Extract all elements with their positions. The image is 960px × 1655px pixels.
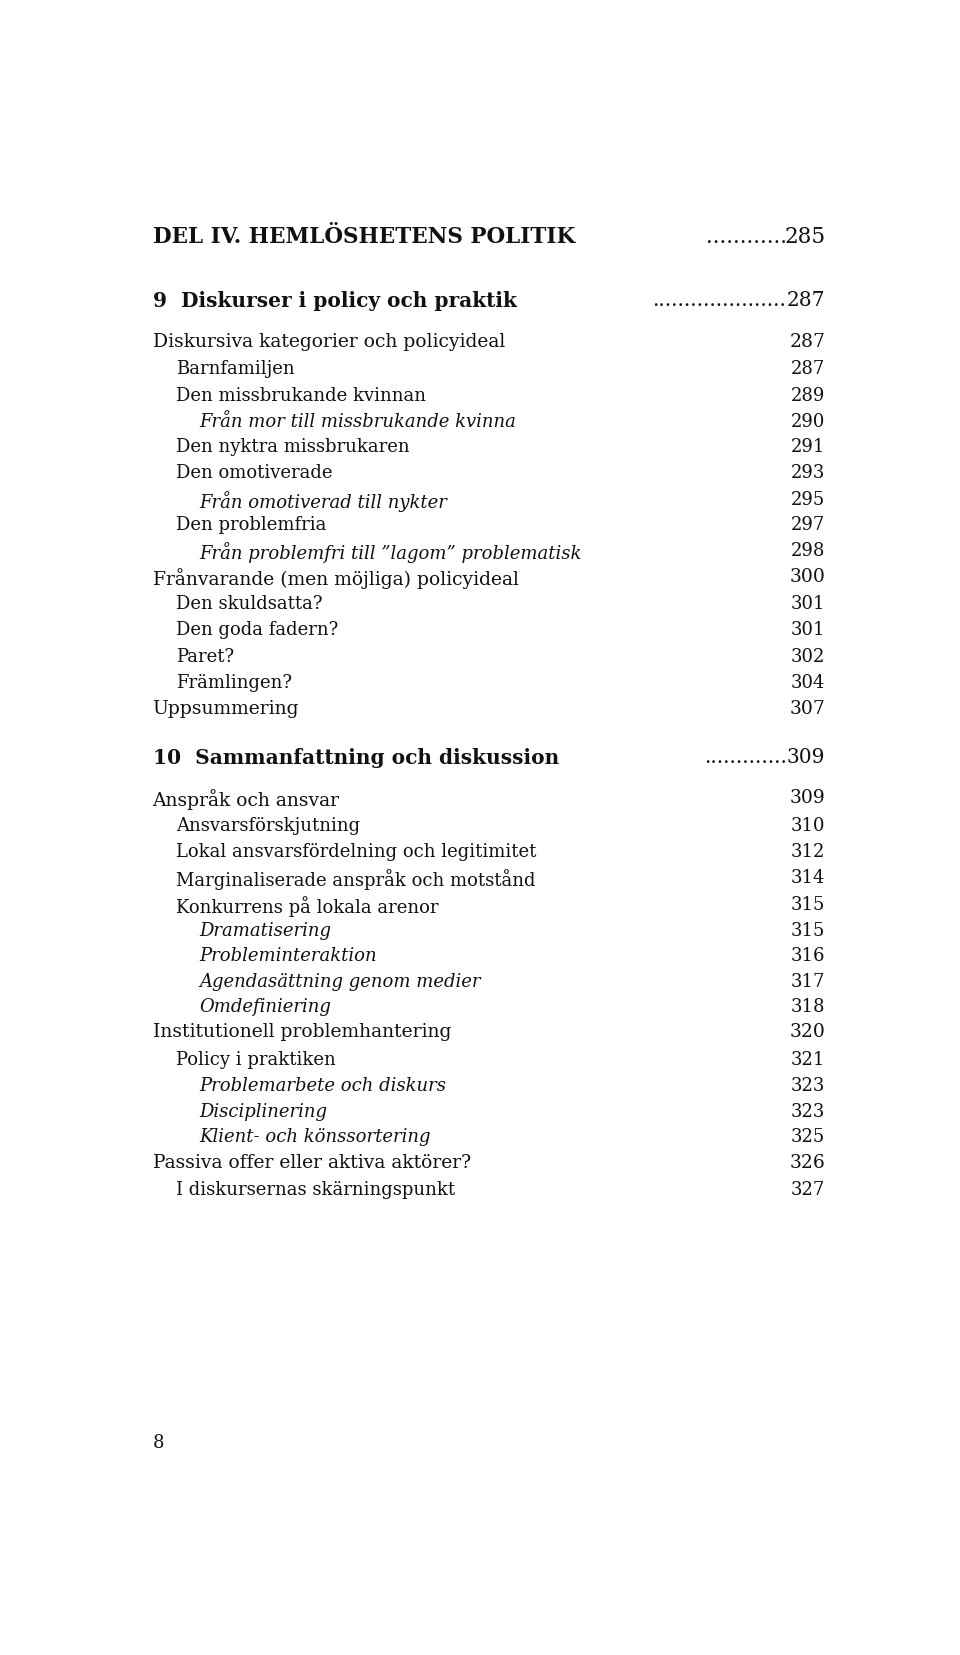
Text: Marginaliserade anspråk och motstånd: Marginaliserade anspråk och motstånd (176, 869, 536, 890)
Text: 327: 327 (791, 1180, 826, 1198)
Text: Problemarbete och diskurs: Problemarbete och diskurs (199, 1077, 446, 1094)
Text: 290: 290 (791, 412, 826, 430)
Text: Dramatisering: Dramatisering (199, 922, 331, 938)
Text: .....................: ..................... (653, 291, 786, 309)
Text: Från omotiverad till nykter: Från omotiverad till nykter (199, 490, 447, 511)
Text: 287: 287 (787, 291, 826, 309)
Text: 295: 295 (791, 490, 826, 508)
Text: DEL IV. HEMLÖSHETENS POLITIK: DEL IV. HEMLÖSHETENS POLITIK (153, 227, 575, 248)
Text: I diskursernas skärningspunkt: I diskursernas skärningspunkt (176, 1180, 455, 1198)
Text: 302: 302 (791, 647, 826, 665)
Text: Den goda fadern?: Den goda fadern? (176, 621, 338, 639)
Text: 287: 287 (789, 333, 826, 351)
Text: 312: 312 (791, 842, 826, 861)
Text: 323: 323 (791, 1077, 826, 1094)
Text: 320: 320 (789, 1023, 826, 1041)
Text: 300: 300 (789, 568, 826, 586)
Text: Anspråk och ansvar: Anspråk och ansvar (153, 789, 340, 809)
Text: Främlingen?: Främlingen? (176, 674, 292, 692)
Text: 297: 297 (791, 516, 826, 533)
Text: Klient- och könssortering: Klient- och könssortering (199, 1127, 430, 1145)
Text: 317: 317 (791, 971, 826, 990)
Text: 289: 289 (791, 386, 826, 404)
Text: Konkurrens på lokala arenor: Konkurrens på lokala arenor (176, 895, 439, 915)
Text: Lokal ansvarsfördelning och legitimitet: Lokal ansvarsfördelning och legitimitet (176, 842, 537, 861)
Text: 8: 8 (153, 1433, 164, 1451)
Text: Den missbrukande kvinnan: Den missbrukande kvinnan (176, 386, 426, 404)
Text: 309: 309 (789, 789, 826, 808)
Text: Omdefiniering: Omdefiniering (199, 998, 331, 1016)
Text: Från problemfri till ”lagom” problematisk: Från problemfri till ”lagom” problematis… (199, 541, 582, 563)
Text: 304: 304 (791, 674, 826, 692)
Text: 287: 287 (791, 361, 826, 379)
Text: 323: 323 (791, 1102, 826, 1120)
Text: Institutionell problemhantering: Institutionell problemhantering (153, 1023, 451, 1041)
Text: 9  Diskurser i policy och praktik: 9 Diskurser i policy och praktik (153, 291, 516, 311)
Text: Agendasättning genom medier: Agendasättning genom medier (199, 971, 481, 990)
Text: 293: 293 (791, 463, 826, 482)
Text: Disciplinering: Disciplinering (199, 1102, 327, 1120)
Text: Den omotiverade: Den omotiverade (176, 463, 332, 482)
Text: Policy i praktiken: Policy i praktiken (176, 1051, 336, 1069)
Text: 326: 326 (789, 1154, 826, 1170)
Text: 314: 314 (791, 869, 826, 887)
Text: Uppsummering: Uppsummering (153, 700, 300, 718)
Text: Den problemfria: Den problemfria (176, 516, 326, 533)
Text: Ansvarsförskjutning: Ansvarsförskjutning (176, 816, 360, 834)
Text: .............: ............. (704, 748, 786, 766)
Text: 315: 315 (791, 895, 826, 914)
Text: 325: 325 (791, 1127, 826, 1145)
Text: Frånvarande (men möjliga) policyideal: Frånvarande (men möjliga) policyideal (153, 568, 518, 588)
Text: 10  Sammanfattning och diskussion: 10 Sammanfattning och diskussion (153, 748, 559, 768)
Text: Passiva offer eller aktiva aktörer?: Passiva offer eller aktiva aktörer? (153, 1154, 470, 1170)
Text: 301: 301 (791, 594, 826, 612)
Text: 291: 291 (791, 439, 826, 455)
Text: 298: 298 (791, 541, 826, 559)
Text: Den skuldsatta?: Den skuldsatta? (176, 594, 323, 612)
Text: 309: 309 (787, 748, 826, 766)
Text: 301: 301 (791, 621, 826, 639)
Text: Diskursiva kategorier och policyideal: Diskursiva kategorier och policyideal (153, 333, 505, 351)
Text: 316: 316 (791, 947, 826, 965)
Text: Probleminteraktion: Probleminteraktion (199, 947, 376, 965)
Text: Från mor till missbrukande kvinna: Från mor till missbrukande kvinna (199, 412, 516, 430)
Text: Den nyktra missbrukaren: Den nyktra missbrukaren (176, 439, 409, 455)
Text: 310: 310 (791, 816, 826, 834)
Text: 315: 315 (791, 922, 826, 938)
Text: 321: 321 (791, 1051, 826, 1069)
Text: 285: 285 (784, 227, 826, 248)
Text: 318: 318 (791, 998, 826, 1016)
Text: Barnfamiljen: Barnfamiljen (176, 361, 295, 379)
Text: Paret?: Paret? (176, 647, 234, 665)
Text: ............: ............ (706, 227, 786, 248)
Text: 307: 307 (789, 700, 826, 718)
